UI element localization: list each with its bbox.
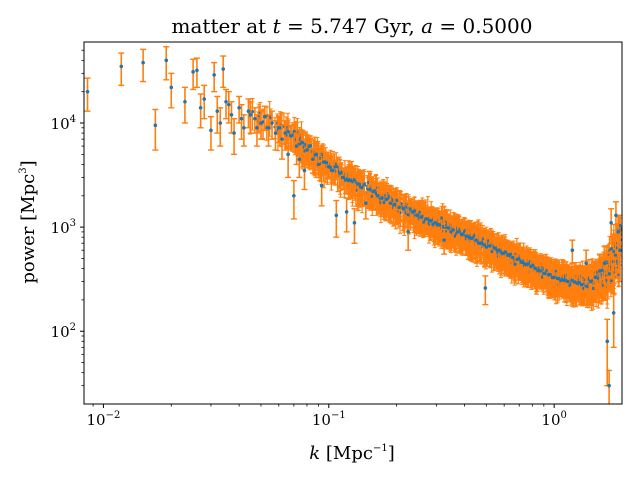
band-point (286, 129, 290, 134)
chart-title: matter at t = 5.747 Gyr, a = 0.5000 (172, 14, 533, 38)
band-point (250, 109, 255, 114)
plot-area (84, 46, 622, 404)
